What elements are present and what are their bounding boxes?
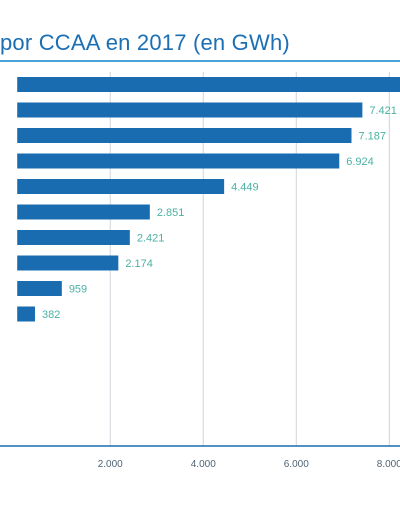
x-tick-label: 6.000 xyxy=(284,459,309,470)
bar xyxy=(17,77,400,92)
bar-value-label: 4.449 xyxy=(231,182,259,194)
bar-value-label: 382 xyxy=(42,309,60,321)
x-tick-label: 4.000 xyxy=(191,459,216,470)
bar xyxy=(17,281,62,296)
bars xyxy=(17,77,400,322)
bar xyxy=(17,204,150,220)
bar xyxy=(17,306,35,322)
bar xyxy=(17,179,225,194)
bar xyxy=(17,153,340,169)
x-tick-label: 2.000 xyxy=(98,459,123,470)
bar-value-label: 2.421 xyxy=(137,233,165,245)
value-labels: 7.421 7.187 6.924 4.449 2.851 2.421 2.174 959 38… xyxy=(42,105,397,321)
bar xyxy=(17,230,130,245)
bar xyxy=(17,128,352,143)
bar-value-label: 7.187 xyxy=(358,131,386,143)
bar-value-label: 959 xyxy=(69,284,87,296)
x-axis: 2.000 4.000 6.000 8.000 xyxy=(0,445,400,470)
bar-value-label: 6.924 xyxy=(346,156,374,168)
bar xyxy=(17,255,119,271)
bar xyxy=(17,102,363,118)
bar-value-label: 7.421 xyxy=(369,105,397,117)
bar-value-label: 2.851 xyxy=(157,207,185,219)
chart-title: por CCAA en 2017 (en GWh) xyxy=(0,30,290,55)
x-tick-label: 8.000 xyxy=(377,459,400,470)
bar-value-label: 2.174 xyxy=(125,258,153,270)
title-underline xyxy=(0,60,400,62)
